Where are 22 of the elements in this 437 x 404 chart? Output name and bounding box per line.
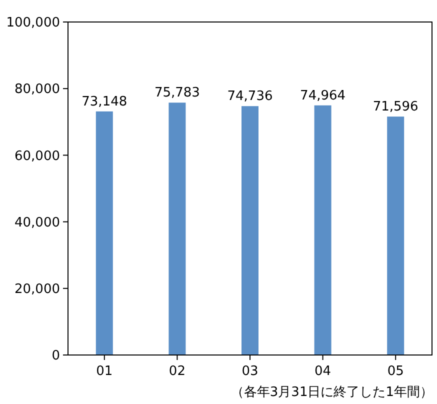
y-tick-label: 60,000 bbox=[14, 148, 60, 164]
y-tick-label: 40,000 bbox=[14, 215, 60, 230]
bar bbox=[314, 105, 332, 355]
data-label: 71,596 bbox=[372, 100, 418, 115]
y-tick-label: 20,000 bbox=[14, 282, 60, 297]
bar bbox=[168, 102, 186, 355]
y-tick-label: 100,000 bbox=[6, 16, 60, 31]
x-tick-label: 05 bbox=[387, 364, 404, 379]
bar bbox=[96, 111, 113, 355]
data-label: 74,964 bbox=[300, 88, 346, 104]
data-label: 73,148 bbox=[82, 94, 128, 110]
y-tick-label: 0 bbox=[52, 348, 60, 364]
x-tick-label: 04 bbox=[314, 364, 332, 379]
x-tick-label: 01 bbox=[96, 364, 113, 379]
data-label: 75,783 bbox=[154, 86, 200, 101]
x-tick-label: 02 bbox=[168, 364, 186, 379]
data-label: 74,736 bbox=[227, 89, 273, 104]
bar bbox=[242, 106, 258, 355]
y-tick-label: 80,000 bbox=[14, 82, 60, 98]
text: （各年3月31日に終了した1年間） bbox=[230, 385, 433, 400]
bar bbox=[387, 116, 404, 355]
x-tick-label: 03 bbox=[242, 364, 258, 379]
